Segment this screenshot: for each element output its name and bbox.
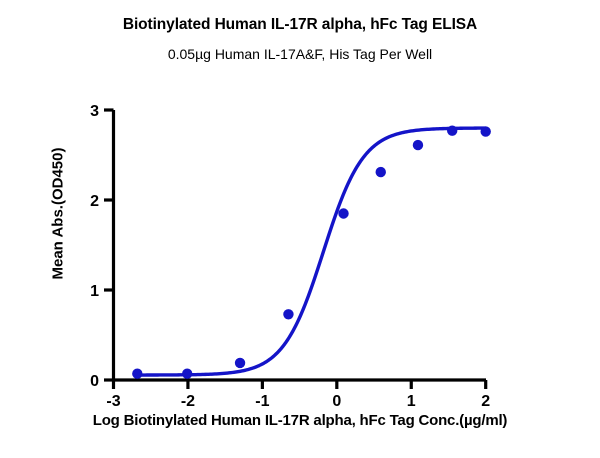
data-point bbox=[132, 368, 143, 379]
chart-title: Biotinylated Human IL-17R alpha, hFc Tag… bbox=[122, 16, 478, 33]
data-point bbox=[447, 125, 458, 136]
chart-axes bbox=[111, 110, 486, 382]
y-tick-label: 1 bbox=[90, 283, 99, 300]
data-point bbox=[283, 309, 294, 320]
x-tick-label: 2 bbox=[481, 393, 490, 410]
x-axis-label: Log Biotinylated Human IL-17R alpha, hFc… bbox=[92, 412, 508, 429]
y-tick-label: 3 bbox=[90, 103, 99, 120]
x-tick-label: 0 bbox=[332, 393, 341, 410]
x-axis-ticks: -3 -2 -1 0 1 2 bbox=[106, 380, 490, 410]
data-point bbox=[338, 208, 349, 219]
data-point-group bbox=[132, 125, 491, 379]
data-point bbox=[375, 166, 386, 178]
y-tick-label: 0 bbox=[90, 373, 99, 390]
chart-subtitle: 0.05µg Human IL-17A&F, His Tag Per Well bbox=[167, 46, 433, 62]
y-axis-label: Mean Abs.(OD450) bbox=[49, 147, 67, 280]
x-tick-label: -1 bbox=[255, 393, 269, 410]
data-point bbox=[234, 357, 246, 369]
y-axis-ticks: 0 1 2 3 bbox=[90, 103, 114, 390]
x-tick-label: -3 bbox=[106, 393, 120, 410]
data-point bbox=[412, 139, 424, 151]
data-point bbox=[480, 126, 491, 137]
x-tick-label: 1 bbox=[407, 393, 416, 410]
y-tick-label: 2 bbox=[90, 193, 99, 210]
sigmoid-fit-curve bbox=[135, 126, 488, 377]
x-tick-label: -2 bbox=[181, 393, 195, 410]
data-point bbox=[181, 368, 193, 379]
